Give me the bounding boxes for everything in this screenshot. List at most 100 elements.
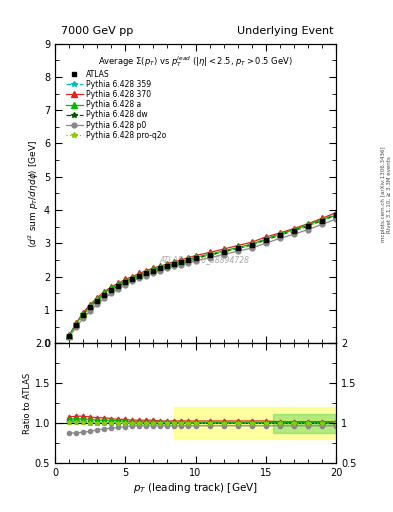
Pythia 6.428 370 xyxy=(172,259,177,265)
Pythia 6.428 a xyxy=(158,264,163,270)
ATLAS xyxy=(292,228,296,234)
Pythia 6.428 a xyxy=(95,296,99,302)
Pythia 6.428 dw xyxy=(277,232,282,238)
Pythia 6.428 dw xyxy=(179,259,184,265)
Pythia 6.428 dw xyxy=(221,249,226,255)
Pythia 6.428 p0 xyxy=(292,231,296,237)
Pythia 6.428 dw xyxy=(88,304,92,310)
Pythia 6.428 359 xyxy=(67,333,72,339)
ATLAS xyxy=(67,333,72,339)
Pythia 6.428 p0 xyxy=(263,240,268,246)
Pythia 6.428 359 xyxy=(186,257,191,263)
Pythia 6.428 pro-q2o xyxy=(67,333,72,339)
Pythia 6.428 a xyxy=(67,333,72,339)
Pythia 6.428 pro-q2o xyxy=(235,245,240,251)
Bar xyxy=(174,408,336,439)
Pythia 6.428 370 xyxy=(179,257,184,263)
Pythia 6.428 359 xyxy=(102,291,107,297)
Pythia 6.428 pro-q2o xyxy=(81,311,86,317)
Pythia 6.428 359 xyxy=(109,287,114,293)
ATLAS xyxy=(186,257,191,263)
Y-axis label: $\langle d^2$ sum $p_T/d\eta d\phi\rangle$ [GeV]: $\langle d^2$ sum $p_T/d\eta d\phi\rangl… xyxy=(27,139,41,248)
ATLAS xyxy=(221,249,226,255)
Pythia 6.428 pro-q2o xyxy=(109,287,114,293)
Pythia 6.428 370 xyxy=(102,289,107,295)
Pythia 6.428 a xyxy=(334,212,338,218)
Pythia 6.428 359 xyxy=(235,245,240,251)
ATLAS xyxy=(263,237,268,243)
Pythia 6.428 370 xyxy=(81,309,86,315)
ATLAS xyxy=(158,265,163,271)
Pythia 6.428 370 xyxy=(193,252,198,259)
Pythia 6.428 p0 xyxy=(172,263,177,269)
ATLAS xyxy=(172,261,177,267)
Pythia 6.428 p0 xyxy=(277,236,282,242)
Pythia 6.428 370 xyxy=(263,234,268,240)
Pythia 6.428 a xyxy=(221,248,226,254)
Pythia 6.428 p0 xyxy=(123,282,128,288)
Pythia 6.428 a xyxy=(165,262,170,268)
Pythia 6.428 a xyxy=(172,260,177,266)
Pythia 6.428 a xyxy=(130,275,135,281)
Pythia 6.428 pro-q2o xyxy=(263,237,268,243)
Text: Underlying Event: Underlying Event xyxy=(237,26,333,36)
Pythia 6.428 pro-q2o xyxy=(334,212,338,218)
Pythia 6.428 370 xyxy=(74,321,79,327)
Pythia 6.428 dw xyxy=(193,255,198,261)
Pythia 6.428 dw xyxy=(109,287,114,293)
Pythia 6.428 359 xyxy=(221,249,226,255)
Text: mcplots.cern.ch [arXiv:1306.3436]: mcplots.cern.ch [arXiv:1306.3436] xyxy=(381,147,386,242)
Pythia 6.428 dw xyxy=(137,273,142,279)
ATLAS xyxy=(179,259,184,265)
ATLAS xyxy=(109,287,114,293)
Pythia 6.428 359 xyxy=(158,265,163,271)
Pythia 6.428 370 xyxy=(221,246,226,252)
Pythia 6.428 p0 xyxy=(95,301,99,307)
Pythia 6.428 359 xyxy=(250,241,254,247)
Legend: ATLAS, Pythia 6.428 359, Pythia 6.428 370, Pythia 6.428 a, Pythia 6.428 dw, Pyth: ATLAS, Pythia 6.428 359, Pythia 6.428 37… xyxy=(64,68,168,141)
ATLAS xyxy=(81,312,86,318)
Pythia 6.428 a xyxy=(179,258,184,264)
Pythia 6.428 dw xyxy=(67,333,72,339)
Pythia 6.428 370 xyxy=(165,261,170,267)
Pythia 6.428 a xyxy=(123,278,128,284)
Pythia 6.428 pro-q2o xyxy=(102,291,107,297)
Pythia 6.428 a xyxy=(306,222,310,228)
Pythia 6.428 a xyxy=(151,266,156,272)
Pythia 6.428 dw xyxy=(263,237,268,243)
Pythia 6.428 359 xyxy=(277,231,282,237)
Pythia 6.428 370 xyxy=(88,302,92,308)
ATLAS xyxy=(95,297,99,304)
Pythia 6.428 a xyxy=(186,256,191,262)
Pythia 6.428 pro-q2o xyxy=(144,270,149,276)
Pythia 6.428 dw xyxy=(186,257,191,263)
Pythia 6.428 p0 xyxy=(137,275,142,281)
Pythia 6.428 a xyxy=(277,231,282,237)
Pythia 6.428 p0 xyxy=(193,258,198,264)
ATLAS xyxy=(306,223,310,229)
Pythia 6.428 359 xyxy=(306,222,310,228)
ATLAS xyxy=(207,252,212,258)
Pythia 6.428 370 xyxy=(151,265,156,271)
Pythia 6.428 359 xyxy=(144,270,149,276)
Pythia 6.428 pro-q2o xyxy=(74,322,79,328)
ATLAS xyxy=(151,268,156,274)
Pythia 6.428 359 xyxy=(81,311,86,317)
Pythia 6.428 a xyxy=(137,272,142,278)
Bar xyxy=(273,414,336,433)
Pythia 6.428 pro-q2o xyxy=(88,304,92,310)
Pythia 6.428 p0 xyxy=(109,290,114,296)
Pythia 6.428 370 xyxy=(277,230,282,236)
Pythia 6.428 p0 xyxy=(151,270,156,276)
Pythia 6.428 p0 xyxy=(320,221,324,227)
Pythia 6.428 a xyxy=(320,217,324,223)
Pythia 6.428 dw xyxy=(207,252,212,258)
Pythia 6.428 359 xyxy=(193,255,198,261)
Pythia 6.428 pro-q2o xyxy=(137,273,142,279)
Line: Pythia 6.428 370: Pythia 6.428 370 xyxy=(66,210,339,338)
Pythia 6.428 dw xyxy=(151,268,156,274)
Pythia 6.428 370 xyxy=(109,284,114,290)
Pythia 6.428 359 xyxy=(116,283,121,289)
Pythia 6.428 359 xyxy=(137,273,142,279)
Pythia 6.428 dw xyxy=(235,245,240,251)
